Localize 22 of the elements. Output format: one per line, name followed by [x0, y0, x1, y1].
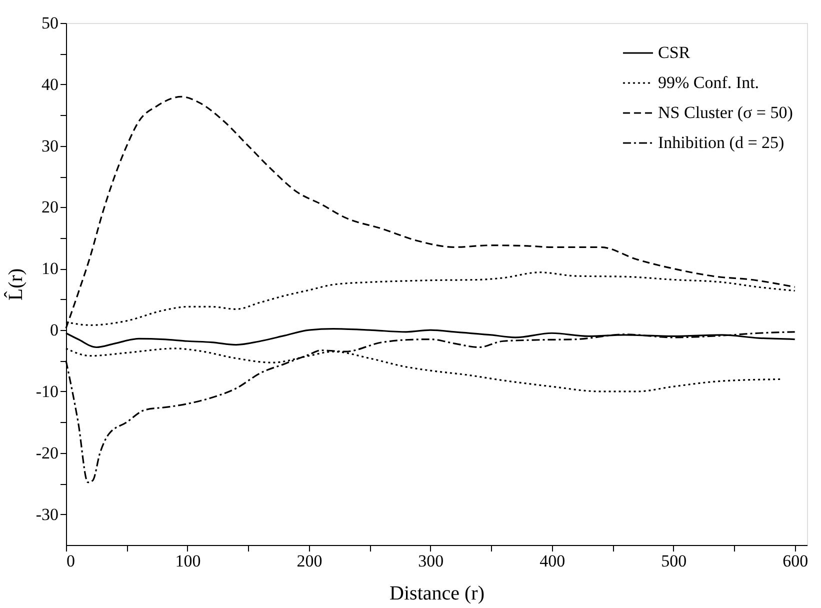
legend-label: 99% Conf. Int.	[658, 73, 760, 92]
x-tick-label: 300	[418, 552, 444, 570]
legend-label: CSR	[658, 43, 691, 62]
y-tick-label: 50	[42, 14, 58, 32]
y-tick-label: 20	[42, 198, 58, 217]
y-tick-label: -30	[36, 504, 58, 524]
legend-label: NS Cluster (σ = 50)	[658, 103, 793, 122]
y-tick-label: -20	[36, 443, 58, 462]
y-tick-label: 0	[50, 320, 58, 340]
y-tick-label: 10	[42, 259, 58, 278]
y-tick-label: 30	[42, 136, 58, 156]
x-tick-label: 200	[296, 552, 322, 570]
y-tick-label: -10	[36, 382, 58, 401]
x-axis-title: Distance (r)	[390, 582, 484, 604]
y-axis-title: L̂(r)	[4, 268, 27, 301]
legend-label: Inhibition (d = 25)	[658, 133, 784, 152]
x-tick-label: 400	[540, 552, 566, 570]
x-tick-label: 0	[66, 552, 75, 570]
x-tick-label: 100	[175, 552, 201, 570]
x-tick-label: 500	[661, 552, 687, 570]
x-tick-label: 600	[782, 552, 808, 570]
y-tick-label: 40	[42, 74, 58, 94]
